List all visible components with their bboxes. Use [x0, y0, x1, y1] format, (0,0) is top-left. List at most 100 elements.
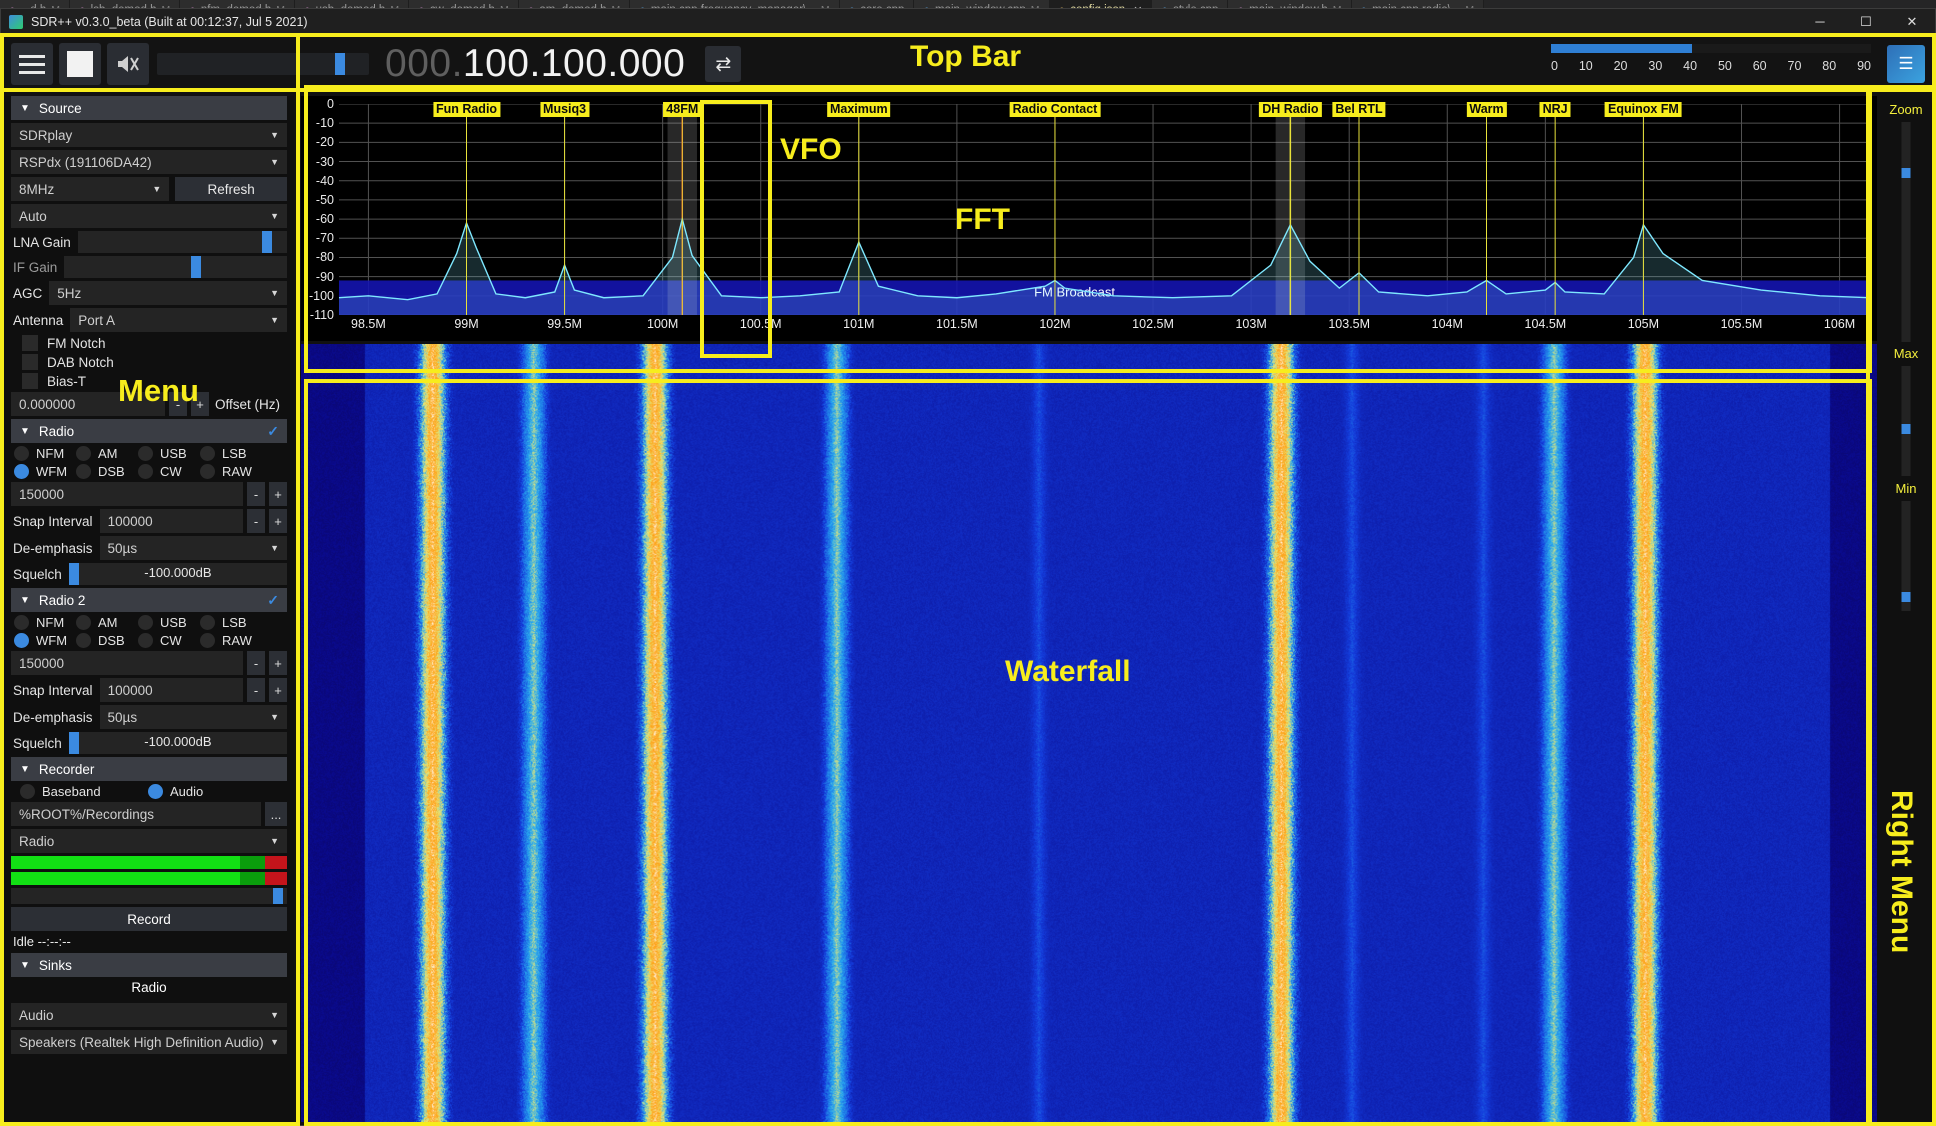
station-label[interactable]: Warm [1466, 102, 1506, 117]
sink-device-row[interactable]: Speakers (Realtek High Definition Audio)… [11, 1030, 287, 1054]
lna-gain-row[interactable]: LNA Gain [11, 231, 287, 253]
station-label[interactable]: Bel RTL [1332, 102, 1385, 117]
source-module-row[interactable]: SDRplay ▼ [11, 123, 287, 147]
source-device-select[interactable]: RSPdx (191106DA42) ▼ [11, 150, 287, 174]
hamburger-icon[interactable] [11, 43, 53, 85]
bias-t-checkbox[interactable] [22, 373, 38, 389]
mode-radio-dsb[interactable]: DSB [76, 464, 138, 479]
station-label[interactable]: 48FM [663, 102, 701, 117]
speaker-muted-icon[interactable] [107, 43, 149, 85]
radio-snap-input[interactable]: 100000 [100, 509, 243, 533]
recorder-section-header[interactable]: ▼ Recorder [11, 757, 287, 781]
offset-input[interactable]: 0.000000 [11, 392, 165, 416]
bias-t-row[interactable]: Bias-T [22, 373, 287, 389]
radio-squelch-slider[interactable]: -100.000dB [69, 563, 287, 585]
mode-radio-cw[interactable]: CW [138, 633, 200, 648]
radio2-section-header[interactable]: ▼ Radio 2 ✓ [11, 588, 287, 612]
radio-deemph-select[interactable]: 50µs ▼ [100, 536, 287, 560]
recorder-audio-radio[interactable]: Audio [148, 784, 248, 799]
radio-modes-row-1[interactable]: NFM AM USB LSB [14, 446, 287, 461]
min-slider[interactable] [1902, 501, 1911, 611]
mode-radio-dsb[interactable]: DSB [76, 633, 138, 648]
if-gain-slider[interactable] [64, 256, 287, 278]
radio2-squelch-row[interactable]: Squelch -100.000dB [11, 732, 287, 754]
recorder-path-row[interactable]: %ROOT%/Recordings ... [11, 802, 287, 826]
recorder-mode-row[interactable]: Baseband Audio [20, 784, 287, 799]
station-label[interactable]: Maximum [827, 102, 891, 117]
source-module-select[interactable]: SDRplay ▼ [11, 123, 287, 147]
dab-notch-row[interactable]: DAB Notch [22, 354, 287, 370]
sink-type-select[interactable]: Audio ▼ [11, 1003, 287, 1027]
station-label[interactable]: Fun Radio [433, 102, 500, 117]
minimize-button[interactable]: ─ [1797, 9, 1843, 34]
bandwidth-minus-button[interactable]: - [247, 482, 265, 506]
max-slider[interactable] [1902, 366, 1911, 476]
samplerate-select[interactable]: 8MHz ▼ [11, 177, 169, 201]
mode-radio-usb[interactable]: USB [138, 615, 200, 630]
stop-icon[interactable] [59, 43, 101, 85]
radio2-snap-input[interactable]: 100000 [100, 678, 243, 702]
radio2-deemph-row[interactable]: De-emphasis 50µs ▼ [11, 705, 287, 729]
mode-radio-lsb[interactable]: LSB [200, 615, 262, 630]
close-button[interactable]: ✕ [1889, 9, 1935, 34]
offset-row[interactable]: 0.000000 - + Offset (Hz) [11, 392, 287, 416]
agc-select[interactable]: 5Hz ▼ [49, 281, 287, 305]
right-menu[interactable]: Zoom Max Min [1880, 96, 1932, 1122]
station-label[interactable]: Musiq3 [540, 102, 589, 117]
fm-notch-checkbox[interactable] [22, 335, 38, 351]
waterfall-settings-icon[interactable]: ☰ [1887, 45, 1925, 83]
offset-minus-button[interactable]: - [169, 392, 187, 416]
mode-radio-raw[interactable]: RAW [200, 464, 262, 479]
lna-gain-slider[interactable] [78, 231, 287, 253]
station-label[interactable]: DH Radio [1259, 102, 1321, 117]
station-label[interactable]: NRJ [1540, 102, 1571, 117]
radio-modes-row-2[interactable]: WFM DSB CW RAW [14, 464, 287, 479]
if-gain-row[interactable]: IF Gain [11, 256, 287, 278]
station-label[interactable]: Equinox FM [1605, 102, 1682, 117]
refresh-button[interactable]: Refresh [175, 177, 287, 201]
fft-display[interactable]: 0 -10 -20 -30 -40 -50 -60 -70 -80 -90 -100 -110 FM … [301, 96, 1877, 341]
zoom-slider[interactable] [1902, 122, 1911, 342]
source-section-header[interactable]: ▼ Source [11, 96, 287, 120]
bandwidth-plus-button[interactable]: + [269, 482, 287, 506]
radio-bandwidth-input[interactable]: 150000 [11, 482, 243, 506]
sink-type-row[interactable]: Audio ▼ [11, 1003, 287, 1027]
frequency-display[interactable]: 000.100.100.000 [385, 42, 685, 86]
radio2-modes-row-1[interactable]: NFM AM USB LSB [14, 615, 287, 630]
mode-radio-am[interactable]: AM [76, 446, 138, 461]
radio2-modes-row-2[interactable]: WFM DSB CW RAW [14, 633, 287, 648]
mode-radio-wfm[interactable]: WFM [14, 464, 76, 479]
fm-notch-row[interactable]: FM Notch [22, 335, 287, 351]
volume-slider[interactable] [157, 53, 369, 75]
mode-radio-wfm[interactable]: WFM [14, 633, 76, 648]
radio2-bandwidth-input[interactable]: 150000 [11, 651, 243, 675]
gain-mode-select[interactable]: Auto ▼ [11, 204, 287, 228]
offset-plus-button[interactable]: + [191, 392, 209, 416]
radio2-deemph-select[interactable]: 50µs ▼ [100, 705, 287, 729]
radio2-snap-row[interactable]: Snap Interval 100000 - + [11, 678, 287, 702]
recorder-browse-button[interactable]: ... [265, 802, 287, 826]
waterfall-display[interactable] [301, 344, 1877, 1122]
radio-enabled-checkbox[interactable]: ✓ [267, 423, 279, 440]
waterfall-canvas[interactable] [301, 344, 1877, 1122]
radio-section-header[interactable]: ▼ Radio ✓ [11, 419, 287, 443]
antenna-select[interactable]: Port A ▼ [70, 308, 287, 332]
recorder-source-select[interactable]: Radio ▼ [11, 829, 287, 853]
maximize-button[interactable]: ☐ [1843, 9, 1889, 34]
station-label[interactable]: Radio Contact [1010, 102, 1101, 117]
mode-radio-lsb[interactable]: LSB [200, 446, 262, 461]
snap2-minus-button[interactable]: - [247, 678, 265, 702]
radio-bandwidth-row[interactable]: 150000 - + [11, 482, 287, 506]
radio2-enabled-checkbox[interactable]: ✓ [267, 592, 279, 609]
radio-snap-row[interactable]: Snap Interval 100000 - + [11, 509, 287, 533]
recorder-gain-slider[interactable] [11, 888, 287, 904]
mode-radio-am[interactable]: AM [76, 615, 138, 630]
bandwidth2-minus-button[interactable]: - [247, 651, 265, 675]
snap-minus-button[interactable]: - [247, 509, 265, 533]
signal-strength-meter[interactable]: 0 10 20 30 40 50 60 70 80 90 [1551, 41, 1871, 87]
bandwidth2-plus-button[interactable]: + [269, 651, 287, 675]
swap-icon[interactable]: ⇄ [705, 46, 741, 82]
mode-radio-usb[interactable]: USB [138, 446, 200, 461]
sinks-section-header[interactable]: ▼ Sinks [11, 953, 287, 977]
mode-radio-raw[interactable]: RAW [200, 633, 262, 648]
